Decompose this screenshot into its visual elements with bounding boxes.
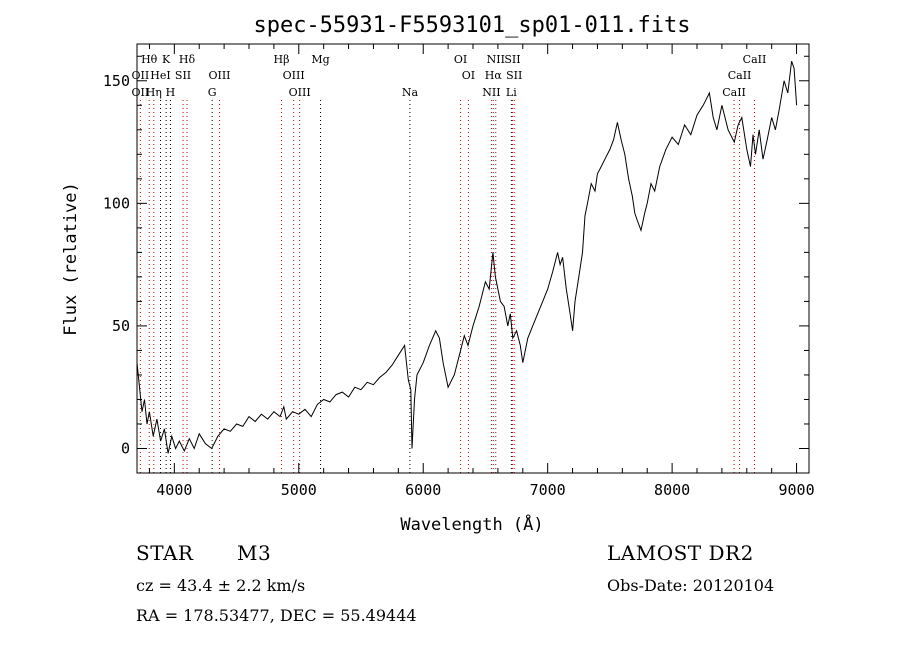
spectral-line-label: CaII: [743, 53, 767, 66]
spectral-line-label: SII: [504, 53, 520, 66]
redshift-velocity: cz = 43.4 ± 2.2 km/s: [136, 576, 306, 595]
spectral-line-label: G: [208, 86, 217, 99]
spectral-line-label: OIII: [289, 86, 311, 99]
spectral-line-label: Li: [506, 86, 517, 99]
spectral-line-label: CaII: [722, 86, 746, 99]
spectral-line-label: Hδ: [179, 53, 196, 66]
x-tick-label: 8000: [654, 481, 690, 499]
observation-date: Obs-Date: 20120104: [607, 576, 775, 595]
object-class: STAR: [136, 541, 194, 565]
spectral-line-label: Hβ: [274, 53, 290, 66]
spectral-line-label: OI: [454, 53, 467, 66]
spectral-line-label: NII: [487, 53, 505, 66]
spectrum-line: [136, 61, 798, 454]
spectral-line-label: H: [166, 86, 176, 99]
spectral-line-label: OII: [132, 86, 150, 99]
spectral-line-label: Hθ: [141, 53, 158, 66]
spectral-line-label: Na: [402, 86, 419, 99]
spectral-line-label: CaII: [728, 69, 752, 82]
spectral-line-label: Hα: [485, 69, 503, 82]
spectral-line-label: NII: [482, 86, 500, 99]
spectral-line-label: OIII: [208, 69, 230, 82]
spectral-line-label: Hη: [146, 86, 162, 99]
survey-name: LAMOST DR2: [607, 541, 754, 565]
x-axis-label: Wavelength (Å): [400, 513, 543, 535]
chart-title: spec-55931-F5593101_sp01-011.fits: [253, 13, 690, 38]
spectral-line-label: HeI: [150, 69, 170, 82]
x-tick-label: 7000: [530, 481, 566, 499]
spectral-line-label: K: [162, 53, 171, 66]
x-tick-label: 4000: [156, 481, 192, 499]
sky-coordinates: RA = 178.53477, DEC = 55.49444: [136, 606, 417, 625]
y-tick-label: 0: [121, 439, 130, 457]
spectral-line-label: SII: [175, 69, 191, 82]
y-tick-label: 50: [112, 317, 130, 335]
spectral-line-label: Mg: [311, 53, 329, 66]
x-tick-label: 6000: [405, 481, 441, 499]
spectral-line-label: OI: [462, 69, 475, 82]
plot-frame: [136, 43, 810, 474]
object-subclass: M3: [237, 541, 272, 565]
x-tick-label: 5000: [281, 481, 317, 499]
spectral-line-label: OII: [132, 69, 150, 82]
spectral-line-label: SII: [506, 69, 522, 82]
axis-ticks: [137, 44, 809, 474]
spectral-line-label: OIII: [283, 69, 305, 82]
y-tick-labels: 0 50 100 150: [103, 72, 130, 458]
y-axis-label: Flux (relative): [61, 182, 81, 336]
y-tick-label: 100: [103, 194, 130, 212]
y-tick-label: 150: [103, 72, 130, 90]
x-tick-labels: 4000 5000 6000 7000 8000 9000: [156, 481, 814, 499]
x-tick-label: 9000: [778, 481, 814, 499]
emission-line-markers: [139, 100, 755, 473]
